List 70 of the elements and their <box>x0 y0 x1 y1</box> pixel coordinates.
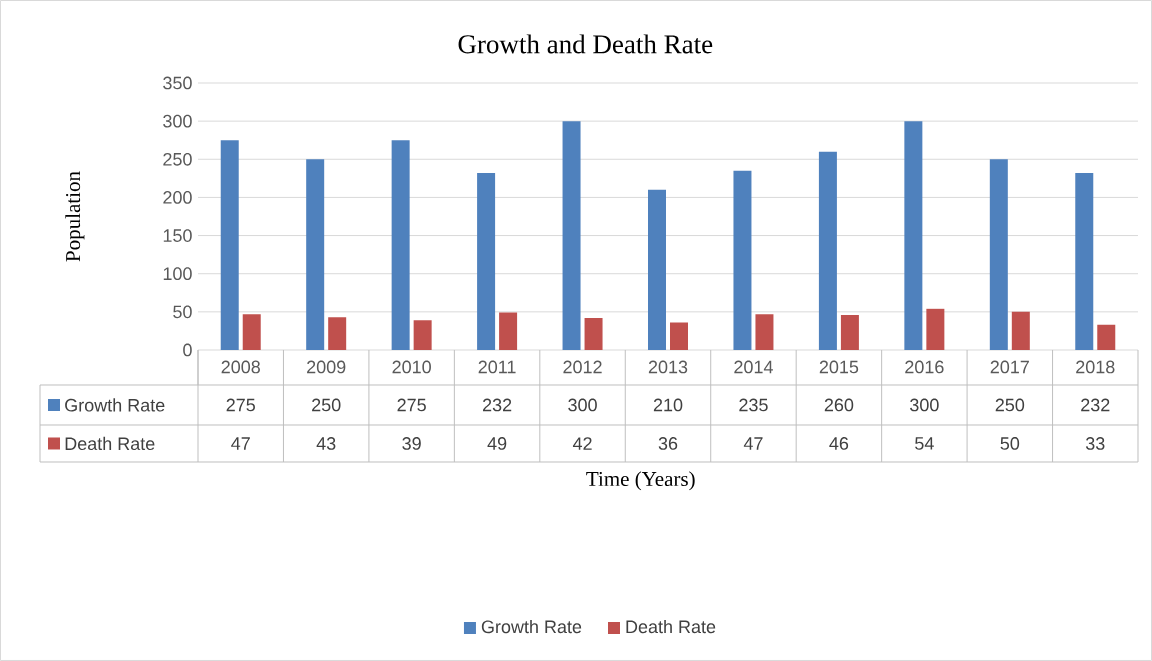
x-axis-title: Time (Years) <box>586 471 695 491</box>
bar <box>391 140 410 350</box>
data-label: 47 <box>231 437 250 450</box>
x-tick-label: 2014 <box>734 360 773 374</box>
data-label: 300 <box>910 398 939 412</box>
bar <box>1075 173 1094 350</box>
bar <box>818 151 837 350</box>
x-tick-label: 2008 <box>221 360 260 374</box>
legend-label: Growth Rate <box>65 398 165 412</box>
y-tick-label: 200 <box>163 191 192 204</box>
data-label: 275 <box>226 398 255 412</box>
x-tick-label: 2012 <box>563 360 602 374</box>
data-label: 275 <box>397 398 426 412</box>
bar <box>670 322 688 350</box>
y-tick-label: 250 <box>163 152 192 166</box>
bar <box>840 314 859 350</box>
x-tick-label: 2018 <box>1076 360 1115 374</box>
bar <box>1097 324 1116 350</box>
y-tick-label: 350 <box>163 76 192 90</box>
data-label: 250 <box>312 398 341 412</box>
bar <box>755 314 774 350</box>
bar <box>328 317 347 350</box>
legend-label: Death Rate <box>65 436 155 451</box>
data-label: 36 <box>658 437 678 450</box>
bar <box>562 121 581 350</box>
data-label: 50 <box>1000 437 1020 450</box>
x-tick-label: 2010 <box>392 360 431 374</box>
x-tick-label: 2009 <box>307 360 346 374</box>
bar <box>648 189 666 350</box>
data-label: 232 <box>1081 398 1110 412</box>
y-tick-label: 100 <box>163 267 192 281</box>
bar <box>904 121 923 350</box>
x-tick-label: 2017 <box>990 360 1029 374</box>
x-tick-label: 2011 <box>478 360 516 374</box>
data-label: 300 <box>568 398 597 412</box>
bar <box>499 312 518 350</box>
data-label: 235 <box>739 398 768 412</box>
bar <box>413 320 432 350</box>
bar <box>584 317 603 350</box>
data-label: 210 <box>653 398 683 412</box>
data-label: 42 <box>572 437 592 450</box>
chart-title: Growth and Death Rate <box>458 34 713 54</box>
data-label: 47 <box>743 437 763 450</box>
y-tick-label: 150 <box>163 229 192 242</box>
text: Growth Rate <box>481 619 582 634</box>
y-tick-label: 300 <box>163 114 192 128</box>
data-label: 54 <box>915 437 934 450</box>
x-tick-label: 2016 <box>905 360 944 374</box>
bar <box>220 140 239 350</box>
data-label: 43 <box>316 437 336 450</box>
data-label: 49 <box>487 437 507 450</box>
text: Death Rate <box>626 619 716 634</box>
data-label: 260 <box>824 398 854 412</box>
data-label: 39 <box>402 437 421 450</box>
bar <box>242 314 261 350</box>
bar <box>989 159 1008 350</box>
data-label: 33 <box>1085 437 1105 450</box>
bar <box>1011 311 1030 350</box>
y-tick-label: 50 <box>173 305 192 319</box>
data-label: 250 <box>995 398 1025 412</box>
bar <box>306 159 325 350</box>
y-tick-label: 0 <box>183 343 192 357</box>
data-label: 232 <box>482 398 512 412</box>
x-tick-label: 2015 <box>819 360 859 374</box>
bar <box>733 170 752 350</box>
x-tick-label: 2013 <box>648 360 688 374</box>
data-label: 46 <box>829 437 849 450</box>
bar <box>477 173 496 350</box>
bar <box>926 308 945 350</box>
y-axis-title: Population <box>65 171 85 262</box>
